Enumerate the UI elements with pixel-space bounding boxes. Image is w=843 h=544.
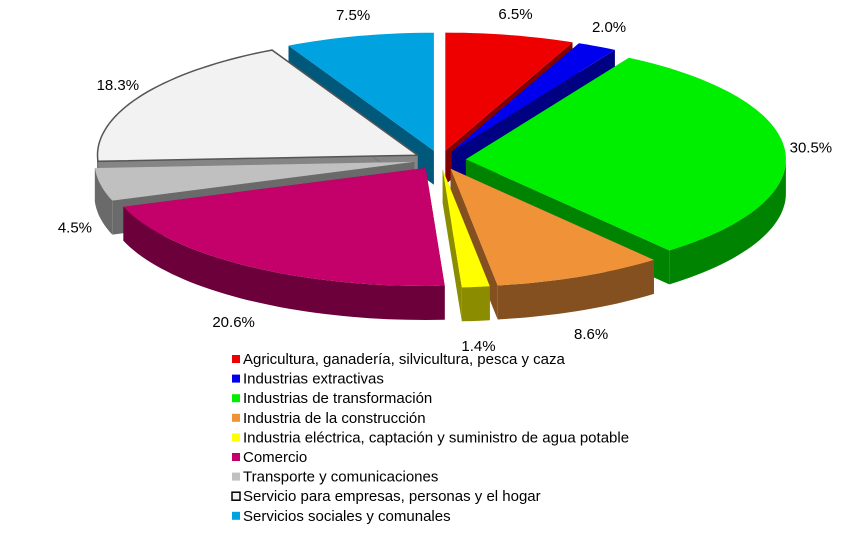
data-label: 7.5%	[336, 7, 370, 24]
legend-swatch	[232, 374, 240, 383]
slice-top	[94, 161, 415, 201]
data-label: 8.6%	[574, 326, 608, 343]
data-label: 18.3%	[97, 77, 140, 94]
legend-swatch	[232, 453, 240, 461]
slice-wall	[669, 159, 786, 285]
legend-swatch	[232, 433, 240, 442]
legend-swatch	[232, 355, 240, 363]
legend-swatch	[232, 413, 240, 422]
legend-label: Industrias de transformación	[243, 390, 432, 407]
legend-label: Agricultura, ganadería, silvicultura, pe…	[243, 351, 565, 368]
legend-label: Servicios sociales y comunales	[243, 508, 451, 525]
slice-wall	[497, 259, 654, 320]
legend-label: Comercio	[243, 449, 307, 466]
slice-top	[450, 168, 654, 286]
data-label: 1.4%	[461, 338, 495, 355]
slice-top	[123, 168, 445, 286]
slice-top	[465, 57, 786, 251]
slice-wall	[461, 286, 490, 322]
legend-label: Servicio para empresas, personas y el ho…	[243, 488, 541, 505]
legend-swatch	[232, 511, 240, 520]
legend-swatch	[232, 394, 240, 403]
legend-label: Industrias extractivas	[243, 371, 384, 388]
data-label: 4.5%	[58, 219, 92, 236]
slice	[450, 168, 654, 320]
data-label: 2.0%	[592, 19, 626, 36]
slice-top	[445, 32, 573, 151]
slice-wall	[123, 206, 445, 320]
slice-top	[451, 43, 615, 152]
slice	[442, 169, 490, 322]
data-label: 6.5%	[498, 6, 532, 23]
data-label: 30.5%	[790, 140, 833, 157]
slice	[123, 168, 445, 320]
slice-top	[96, 49, 420, 163]
legend-swatch	[231, 491, 241, 501]
legend-swatch	[232, 472, 240, 481]
data-label: 20.6%	[212, 314, 255, 331]
slice-side	[442, 169, 462, 322]
slice-top	[288, 32, 434, 151]
legend-label: Industria de la construcción	[243, 410, 426, 427]
slice-wall	[94, 168, 113, 235]
legend-label: Industria eléctrica, captación y suminis…	[243, 429, 629, 446]
slice-top	[442, 169, 490, 288]
legend-label: Transporte y comunicaciones	[243, 469, 438, 486]
